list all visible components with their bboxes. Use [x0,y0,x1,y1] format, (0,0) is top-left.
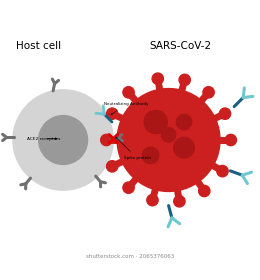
Circle shape [174,137,194,158]
Circle shape [144,110,167,134]
Circle shape [107,108,118,119]
Circle shape [152,73,164,84]
Text: ACE2 receptors: ACE2 receptors [27,137,61,141]
Circle shape [176,114,192,130]
Text: SARS-CoV-2: SARS-CoV-2 [149,41,211,51]
Text: shutterstock.com · 2065376063: shutterstock.com · 2065376063 [86,254,174,259]
Circle shape [123,87,134,98]
Circle shape [225,134,237,146]
Circle shape [39,116,88,164]
Circle shape [161,128,176,142]
Circle shape [199,185,210,197]
Circle shape [123,182,134,193]
Text: Host cell: Host cell [16,41,61,51]
Circle shape [219,108,231,119]
Circle shape [101,134,112,146]
Circle shape [217,165,228,177]
Circle shape [179,74,190,85]
Circle shape [147,195,158,206]
Text: Spike protein: Spike protein [116,137,151,160]
Circle shape [13,90,113,190]
Circle shape [107,161,118,172]
Circle shape [203,87,214,98]
Circle shape [174,196,185,207]
Circle shape [117,88,220,192]
Circle shape [142,147,159,164]
Text: Neutralizing Antibody: Neutralizing Antibody [104,102,148,115]
